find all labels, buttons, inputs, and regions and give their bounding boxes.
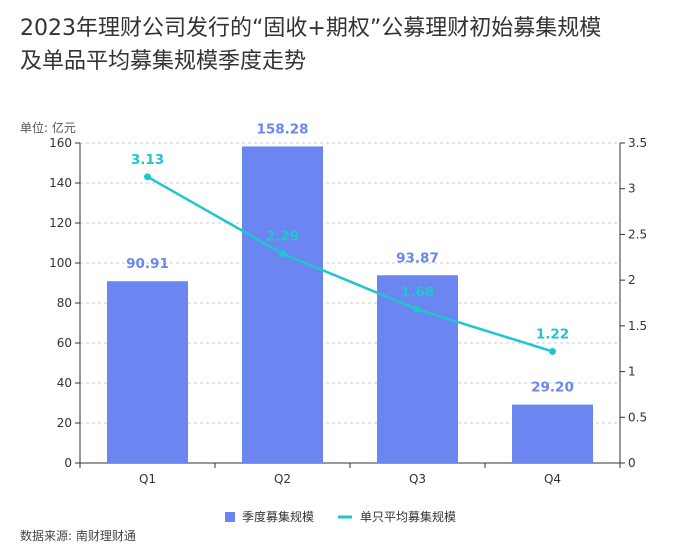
y-right-tick-label: 1.5 [628, 319, 647, 333]
chart-title-line-2: 及单品平均募集规模季度走势 [20, 49, 307, 74]
y-left-tick-label: 0 [64, 456, 72, 470]
y-left-tick-label: 100 [49, 256, 72, 270]
y-left-tick-label: 40 [57, 376, 72, 390]
bar [377, 275, 458, 463]
y-right-tick-label: 2 [628, 273, 636, 287]
y-left-tick-label: 140 [49, 176, 72, 190]
line-point [279, 250, 286, 258]
unit-label: 单位: 亿元 [20, 121, 76, 135]
x-tick-label: Q3 [409, 472, 426, 486]
y-left-tick-label: 80 [57, 296, 72, 310]
line-point [549, 347, 556, 355]
x-tick-label: Q4 [544, 472, 561, 486]
bar-data-label: 90.91 [126, 256, 169, 272]
legend-label-bar: 季度募集规模 [242, 509, 314, 524]
line-data-label: 1.68 [401, 284, 434, 300]
line-point [414, 305, 421, 313]
bar-data-label: 158.28 [256, 121, 308, 137]
y-right-tick-label: 3 [628, 182, 636, 196]
y-left-tick-label: 120 [49, 216, 72, 230]
y-left-tick-label: 160 [49, 136, 72, 150]
y-right-tick-label: 2.5 [628, 227, 647, 241]
chart-title-line-1: 2023年理财公司发行的“固收+期权”公募理财初始募集规模 [20, 16, 602, 41]
bar-data-label: 93.87 [396, 250, 439, 266]
x-tick-label: Q1 [139, 472, 156, 486]
line-series [146, 175, 553, 353]
chart-title: 2023年理财公司发行的“固收+期权”公募理财初始募集规模 及单品平均募集规模季… [20, 12, 685, 78]
bar [107, 281, 188, 463]
line-data-label: 2.29 [266, 229, 299, 245]
line-data-label: 1.22 [536, 326, 569, 342]
bar-data-label: 29.20 [531, 380, 574, 396]
y-right-tick-label: 3.5 [628, 136, 647, 150]
y-right-tick-label: 0.5 [628, 410, 647, 424]
x-tick-label: Q2 [274, 472, 291, 486]
line-point [144, 173, 151, 181]
bar [512, 404, 593, 463]
y-right-tick-label: 1 [628, 365, 636, 379]
bar [242, 146, 323, 463]
line-data-label: 3.13 [131, 152, 164, 168]
legend-swatch-bar [225, 512, 235, 522]
legend-label-line: 单只平均募集规模 [360, 509, 456, 524]
y-right-tick-label: 0 [628, 456, 636, 470]
y-left-tick-label: 60 [57, 336, 72, 350]
source-note: 数据来源: 南财理财通 [20, 529, 136, 543]
y-left-tick-label: 20 [57, 416, 72, 430]
